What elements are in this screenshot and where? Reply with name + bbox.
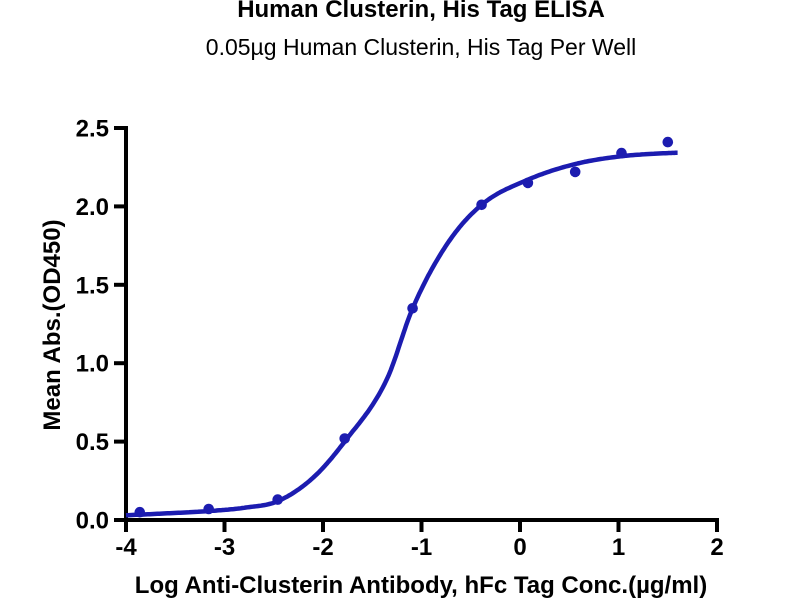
x-tick-label: -3	[214, 534, 235, 561]
x-tick-label: -4	[115, 534, 137, 561]
x-axis-title: Log Anti-Clusterin Antibody, hFc Tag Con…	[134, 572, 708, 599]
y-tick-label: 0.5	[76, 429, 109, 456]
y-axis-title: Mean Abs.(OD450)	[39, 219, 66, 431]
x-tick-label: 0	[513, 534, 526, 561]
y-tick-label: 2.5	[76, 116, 109, 143]
data-point	[203, 503, 214, 515]
data-point	[616, 147, 627, 159]
fit-curve	[125, 150, 680, 518]
x-tick-label: -1	[411, 534, 432, 561]
x-tick-label: 1	[612, 534, 625, 561]
data-point	[134, 506, 146, 518]
data-point	[339, 433, 351, 444]
x-tick-label: 2	[710, 534, 723, 561]
y-tick-label: 2.0	[76, 194, 109, 221]
data-point	[407, 303, 418, 314]
y-tick-label: 0.0	[76, 508, 109, 535]
data-point	[662, 136, 674, 148]
chart-title: Human Clusterin, His Tag ELISA	[237, 0, 605, 23]
data-point	[569, 166, 581, 178]
y-tick-label: 1.5	[76, 272, 109, 299]
data-point	[476, 199, 487, 211]
data-point	[272, 494, 284, 505]
chart-subtitle: 0.05µg Human Clusterin, His Tag Per Well	[205, 34, 637, 60]
y-tick-label: 1.0	[76, 351, 109, 378]
data-point	[522, 177, 534, 189]
x-tick-label: -2	[312, 534, 333, 561]
